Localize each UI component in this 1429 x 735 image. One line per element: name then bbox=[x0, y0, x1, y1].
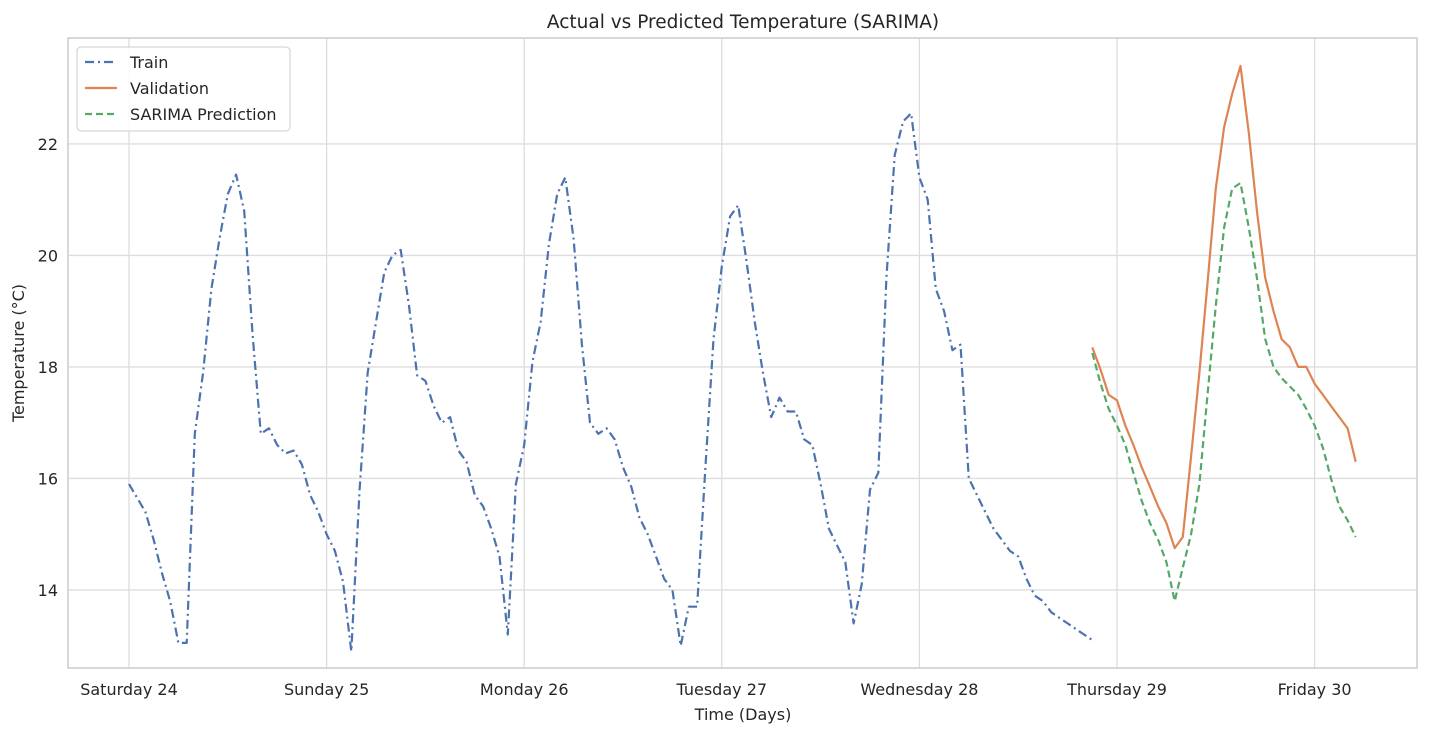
y-axis-label: Temperature (°C) bbox=[9, 284, 28, 423]
x-tick-label: Wednesday 28 bbox=[860, 680, 978, 699]
y-tick-label: 18 bbox=[38, 358, 58, 377]
plot-frame bbox=[67, 37, 1418, 669]
y-tick-label: 22 bbox=[38, 135, 58, 154]
x-tick-label: Tuesday 27 bbox=[676, 680, 768, 699]
y-tick-label: 20 bbox=[38, 246, 58, 265]
grid bbox=[68, 38, 1417, 668]
chart-title: Actual vs Predicted Temperature (SARIMA) bbox=[547, 12, 939, 33]
legend-label-validation: Validation bbox=[130, 79, 209, 98]
x-tick-label: Friday 30 bbox=[1278, 680, 1352, 699]
series-line-prediction bbox=[1091, 181, 1357, 603]
x-tick-label: Sunday 25 bbox=[284, 680, 369, 699]
legend-label-prediction: SARIMA Prediction bbox=[130, 105, 277, 124]
y-tick-labels: 14 16 18 20 22 bbox=[38, 135, 58, 600]
x-tick-label: Saturday 24 bbox=[80, 680, 178, 699]
legend-label-train: Train bbox=[129, 53, 168, 72]
x-tick-label: Thursday 29 bbox=[1066, 680, 1167, 699]
x-tick-labels: Saturday 24 Sunday 25 Monday 26 Tuesday 27 W… bbox=[80, 680, 1351, 699]
legend-box bbox=[76, 46, 291, 132]
series-line-validation bbox=[1091, 64, 1357, 550]
y-tick-label: 16 bbox=[38, 469, 58, 488]
series-line-train bbox=[128, 112, 1093, 653]
legend: Train Validation SARIMA Prediction bbox=[76, 46, 291, 132]
series-lines bbox=[128, 64, 1357, 653]
x-tick-label: Monday 26 bbox=[480, 680, 569, 699]
y-tick-label: 14 bbox=[38, 581, 58, 600]
x-axis-label: Time (Days) bbox=[694, 705, 792, 724]
